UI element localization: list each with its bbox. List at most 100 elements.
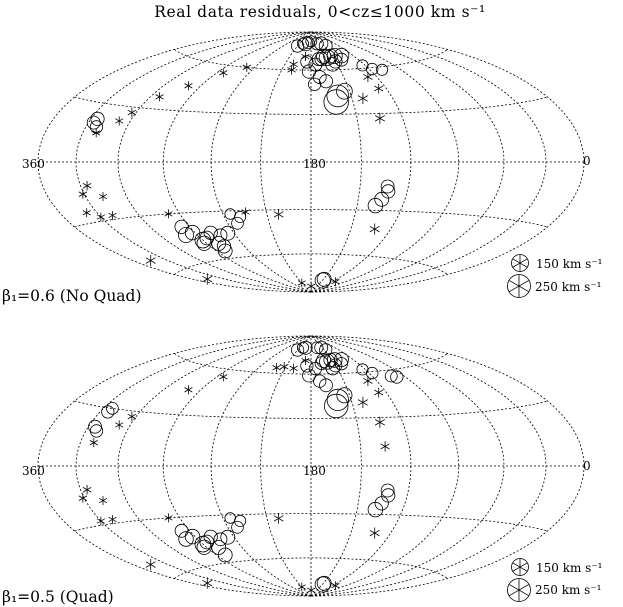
residual-star	[155, 92, 164, 102]
residual-star	[219, 372, 228, 382]
residual-star	[331, 581, 340, 591]
residual-circle	[326, 84, 350, 108]
residual-circle	[224, 512, 236, 524]
residual-star	[357, 396, 368, 408]
residual-circle	[220, 529, 236, 545]
star-stroke	[115, 422, 124, 428]
star-stroke	[164, 515, 173, 521]
star-stroke	[289, 365, 298, 372]
sky-map-panel-quad: 360 180 0 β₁=0.5 (Quad) 150 km s⁻¹ 250 k…	[2, 335, 603, 606]
residual-circle	[323, 89, 349, 115]
legend-symbol-250	[507, 274, 531, 298]
residual-circle	[325, 361, 340, 376]
residual-star	[374, 112, 385, 124]
legend: 150 km s⁻¹ 250 km s⁻¹	[507, 254, 603, 298]
star-stroke	[96, 214, 105, 220]
star-stroke	[92, 130, 101, 136]
residual-circle	[381, 184, 396, 199]
residual-circle	[305, 35, 318, 48]
panel-label: β₁=0.6 (No Quad)	[2, 287, 142, 305]
residual-circle	[177, 226, 194, 243]
residual-star	[92, 128, 101, 138]
residual-circle	[336, 83, 353, 100]
meridian-line	[75, 31, 312, 293]
tick-label-360: 360	[22, 464, 45, 478]
residual-star	[272, 363, 281, 373]
residual-circle	[319, 378, 333, 393]
meridian-line	[310, 31, 412, 293]
residual-circle	[318, 39, 333, 53]
residual-circle	[316, 575, 332, 591]
residual-circle	[326, 388, 349, 411]
star-stroke	[82, 210, 91, 216]
residual-circle	[310, 341, 324, 355]
residual-circle	[380, 179, 395, 194]
residual-star	[363, 71, 373, 83]
parallel-line	[174, 49, 448, 71]
residual-circle	[326, 48, 343, 65]
meridian-line	[162, 335, 312, 597]
residual-circle	[217, 243, 233, 259]
meridian-line	[210, 31, 312, 293]
residual-star	[369, 527, 380, 539]
residual-star	[297, 278, 306, 288]
residual-circle	[323, 48, 339, 64]
residual-points	[78, 35, 396, 291]
residual-star	[82, 208, 91, 218]
star-stroke	[242, 64, 251, 70]
residual-circle	[336, 387, 353, 404]
star-stroke	[115, 118, 124, 124]
residual-circle	[374, 496, 389, 511]
residual-star	[98, 192, 108, 202]
residual-circle	[174, 219, 189, 234]
star-stroke	[82, 183, 92, 189]
residual-star	[96, 516, 105, 526]
residual-star	[369, 223, 380, 235]
residual-star	[374, 416, 385, 428]
residual-star	[184, 81, 193, 91]
residual-star	[331, 277, 340, 287]
star-stroke	[202, 579, 213, 587]
star-stroke	[202, 275, 213, 283]
star-stroke	[127, 109, 137, 116]
residual-star	[374, 387, 384, 398]
star-stroke	[369, 529, 380, 537]
star-stroke	[374, 85, 384, 92]
residual-star	[82, 181, 92, 191]
residual-points	[78, 340, 404, 595]
star-stroke	[145, 257, 156, 264]
residual-star	[78, 493, 88, 503]
residual-circle	[376, 63, 389, 76]
residual-circle	[213, 228, 228, 243]
star-stroke	[297, 280, 306, 286]
meridian-line	[310, 31, 460, 293]
residual-circle	[86, 115, 101, 130]
star-stroke	[145, 561, 156, 568]
residual-circle	[90, 111, 105, 127]
star-stroke	[108, 516, 117, 523]
residual-circle	[290, 39, 305, 53]
legend-star-stroke	[512, 258, 528, 268]
residual-circle	[316, 352, 332, 368]
residual-star	[115, 116, 124, 126]
residual-star	[164, 513, 173, 523]
star-stroke	[89, 440, 98, 446]
meridian-line	[162, 31, 312, 293]
tick-label-360: 360	[22, 157, 45, 171]
residual-star	[301, 52, 310, 61]
star-stroke	[155, 94, 164, 100]
residual-star	[241, 207, 250, 217]
parallel-line	[174, 253, 448, 275]
residual-star	[164, 209, 173, 219]
star-stroke	[164, 211, 173, 217]
star-stroke	[272, 365, 281, 371]
star-stroke	[108, 212, 117, 219]
sky-map-panel-no-quad: 360 180 0 β₁=0.6 (No Quad) 150 km s⁻¹ 25…	[2, 31, 603, 305]
residual-circle	[356, 363, 369, 376]
residual-circle	[298, 36, 314, 52]
meridian-line	[310, 335, 460, 597]
star-stroke	[374, 389, 384, 396]
star-stroke	[301, 357, 310, 364]
residual-star	[219, 68, 228, 78]
